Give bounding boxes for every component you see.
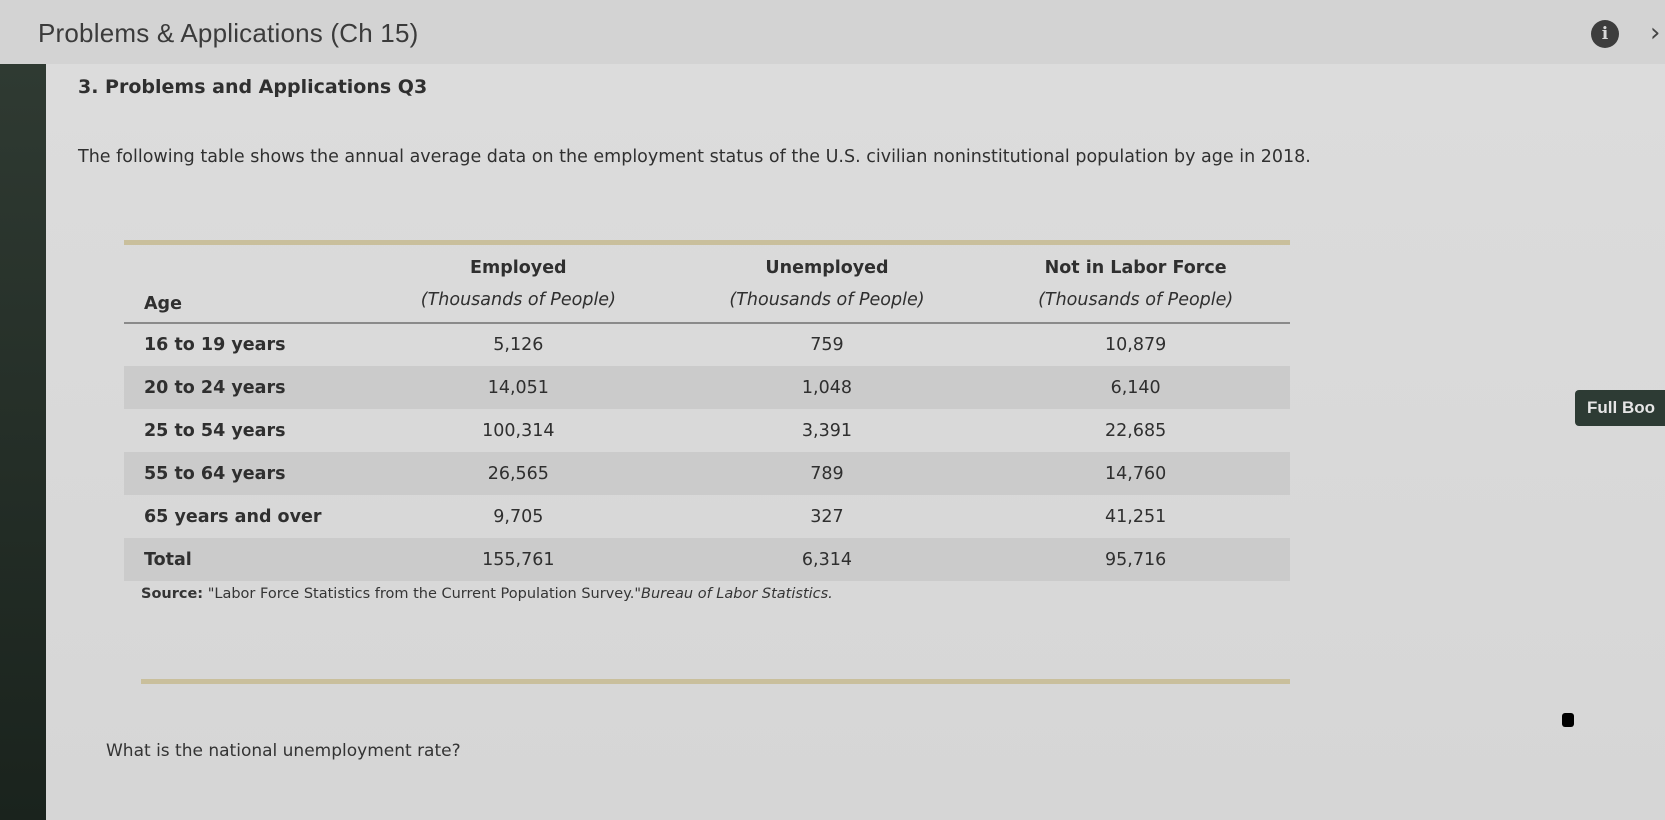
cell-unemployed: 3,391 bbox=[801, 420, 853, 441]
cell-not-in-labor-force: 22,685 bbox=[1105, 420, 1167, 441]
cell-employed: 155,761 bbox=[364, 538, 673, 581]
question-panel: 3. Problems and Applications Q3 The foll… bbox=[46, 64, 1665, 820]
header-unemployed-title: Unemployed bbox=[765, 258, 889, 278]
cell-employed: 26,565 bbox=[364, 452, 673, 495]
cell-not-in-labor-force: 6,140 bbox=[981, 366, 1290, 409]
cell-age: 25 to 54 years bbox=[144, 420, 286, 441]
cell-not-in-labor-force: 14,760 bbox=[981, 452, 1290, 495]
header-employed-unit: (Thousands of People) bbox=[420, 290, 616, 310]
table-row: 65 years and over 9,705 327 41,251 bbox=[124, 495, 1290, 538]
table-header-row: Age Employed (Thousands of People) Unemp… bbox=[124, 250, 1290, 324]
table-row: 25 to 54 years 100,314 3,391 22,685 bbox=[124, 409, 1290, 452]
cell-employed: 100,314 bbox=[482, 420, 555, 441]
question-prompt: The following table shows the annual ave… bbox=[78, 147, 1311, 167]
cell-unemployed: 789 bbox=[672, 452, 982, 495]
header-employed: Employed (Thousands of People) bbox=[364, 250, 673, 324]
table-row: 55 to 64 years 26,565 789 14,760 bbox=[124, 452, 1290, 495]
header-age: Age bbox=[124, 250, 364, 324]
cell-employed: 9,705 bbox=[493, 506, 544, 527]
cell-unemployed: 327 bbox=[810, 506, 844, 527]
mouse-cursor bbox=[1562, 713, 1574, 727]
header-unemployed: Unemployed (Thousands of People) bbox=[672, 250, 982, 324]
cell-unemployed: 1,048 bbox=[672, 366, 982, 409]
employment-table: Age Employed (Thousands of People) Unemp… bbox=[124, 250, 1290, 581]
source-publisher: Bureau of Labor Statistics. bbox=[641, 586, 833, 602]
table-source: Source: "Labor Force Statistics from the… bbox=[141, 586, 833, 602]
source-text: "Labor Force Statistics from the Current… bbox=[207, 586, 641, 602]
cell-employed: 5,126 bbox=[493, 335, 544, 355]
cell-age: 65 years and over bbox=[144, 506, 322, 527]
close-icon[interactable]: › bbox=[1650, 18, 1661, 48]
cell-age: 16 to 19 years bbox=[144, 335, 286, 355]
header-unemployed-unit: (Thousands of People) bbox=[729, 290, 925, 310]
header-nilf-unit: (Thousands of People) bbox=[1038, 290, 1234, 310]
cell-unemployed: 759 bbox=[810, 335, 844, 355]
title-bar: Problems & Applications (Ch 15) i › bbox=[0, 0, 1665, 66]
header-employed-title: Employed bbox=[470, 258, 567, 278]
cell-not-in-labor-force: 41,251 bbox=[1105, 506, 1167, 527]
header-nilf-title: Not in Labor Force bbox=[1044, 258, 1227, 278]
table-row-total: Total 155,761 6,314 95,716 bbox=[124, 538, 1290, 581]
left-bezel bbox=[0, 64, 46, 820]
header-not-in-labor-force: Not in Labor Force (Thousands of People) bbox=[981, 250, 1290, 324]
cell-employed: 14,051 bbox=[364, 366, 673, 409]
table-row: 16 to 19 years 5,126 759 10,879 bbox=[124, 323, 1290, 366]
cell-age: 55 to 64 years bbox=[124, 452, 364, 495]
window-title: Problems & Applications (Ch 15) bbox=[38, 18, 419, 48]
source-label: Source: bbox=[141, 586, 204, 602]
table-bottom-rule bbox=[141, 679, 1290, 684]
table-row: 20 to 24 years 14,051 1,048 6,140 bbox=[124, 366, 1290, 409]
cell-age: 20 to 24 years bbox=[124, 366, 364, 409]
question-ask: What is the national unemployment rate? bbox=[106, 741, 461, 761]
cell-unemployed: 6,314 bbox=[672, 538, 982, 581]
table-top-rule bbox=[124, 240, 1290, 245]
cell-age: Total bbox=[124, 538, 364, 581]
question-heading: 3. Problems and Applications Q3 bbox=[78, 76, 428, 98]
info-icon[interactable]: i bbox=[1591, 20, 1619, 48]
cell-not-in-labor-force: 10,879 bbox=[1105, 335, 1167, 355]
cell-not-in-labor-force: 95,716 bbox=[981, 538, 1290, 581]
full-book-button[interactable]: Full Boo bbox=[1575, 390, 1665, 426]
